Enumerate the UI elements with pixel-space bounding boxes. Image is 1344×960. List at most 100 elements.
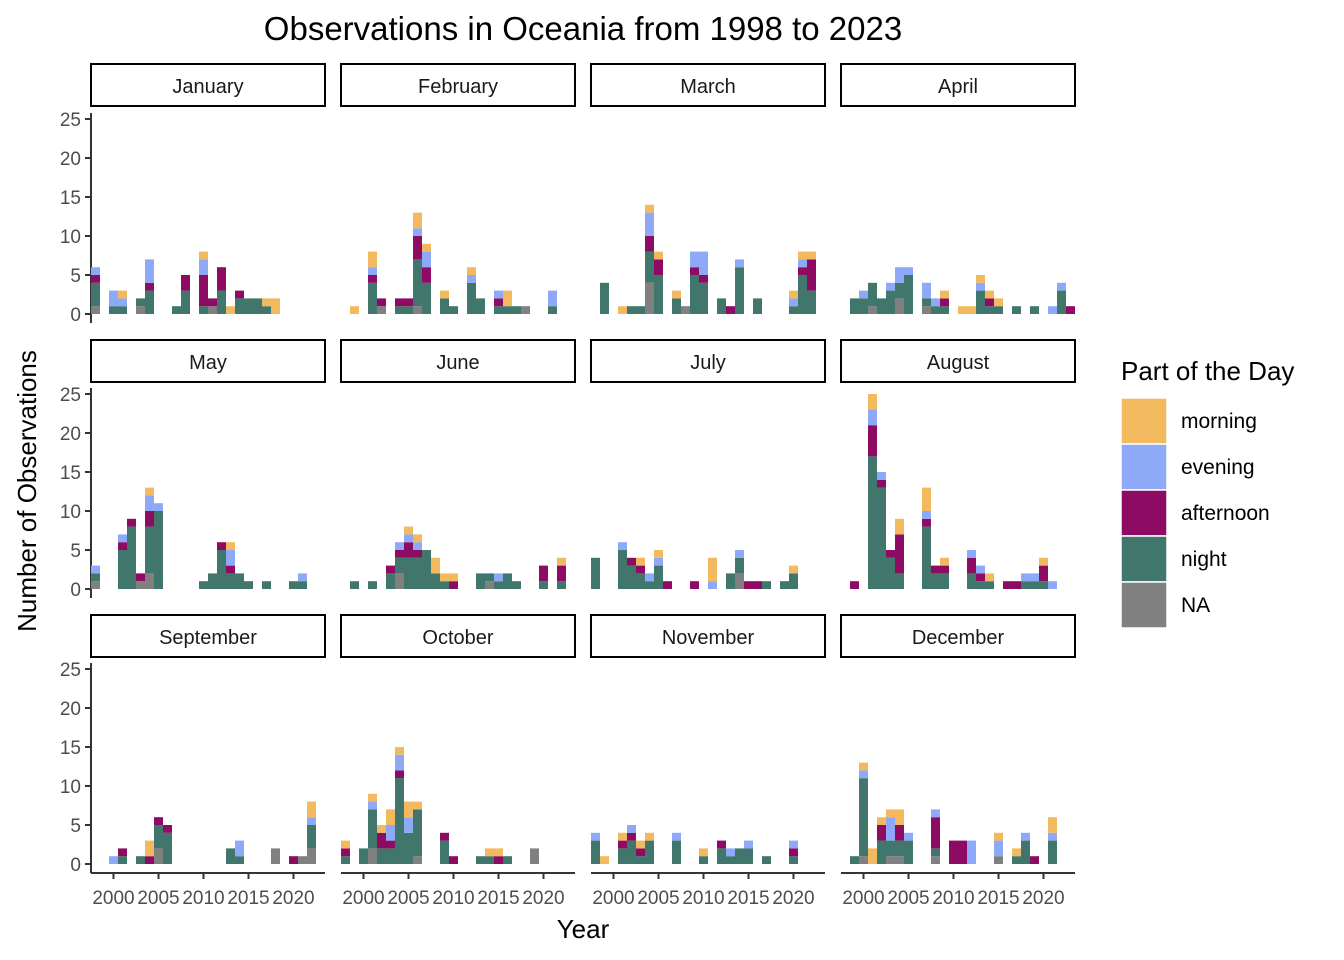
- bar-segment-afternoon: [539, 565, 548, 582]
- y-tick-label: 15: [60, 738, 81, 759]
- bar-2006: [413, 212, 422, 314]
- bar-segment-evening: [91, 565, 100, 574]
- bar-segment-night: [726, 856, 735, 864]
- bar-2021: [298, 573, 307, 589]
- bar-1998: [591, 557, 600, 589]
- bar-segment-evening: [645, 212, 654, 236]
- bar-segment-morning: [789, 290, 798, 299]
- bar-segment-evening: [672, 832, 681, 841]
- bar-2006: [413, 534, 422, 589]
- bar-segment-night: [118, 306, 127, 314]
- bar-segment-morning: [985, 573, 994, 582]
- bar-2007: [172, 306, 181, 314]
- bar-segment-night: [404, 557, 413, 589]
- bar-segment-na: [395, 573, 404, 589]
- bar-segment-na: [931, 856, 940, 864]
- bar-segment-afternoon: [404, 298, 413, 307]
- bar-2012: [967, 840, 976, 864]
- bar-segment-night: [672, 840, 681, 864]
- y-tick-label: 15: [60, 188, 81, 209]
- bar-2005: [154, 503, 163, 589]
- y-tick-label: 5: [70, 541, 81, 562]
- bar-2004: [895, 518, 904, 589]
- x-tick-label: 2020: [772, 888, 814, 909]
- bar-2012: [967, 550, 976, 589]
- bar-segment-afternoon: [557, 565, 566, 582]
- bar-segment-night: [512, 306, 521, 314]
- bar-segment-morning: [413, 534, 422, 543]
- bar-segment-night: [485, 856, 494, 864]
- bar-1999: [850, 581, 859, 589]
- bar-2009: [690, 581, 699, 589]
- bar-2017: [512, 581, 521, 589]
- bar-2003: [386, 809, 395, 864]
- bar-2017: [512, 306, 521, 314]
- bar-segment-evening: [744, 840, 753, 849]
- bar-segment-afternoon: [976, 573, 985, 582]
- bar-segment-afternoon: [377, 832, 386, 849]
- bar-segment-evening: [145, 495, 154, 511]
- bar-2004: [145, 259, 154, 314]
- bar-segment-morning: [859, 762, 868, 771]
- bar-2012: [467, 267, 476, 314]
- bar-segment-morning: [895, 809, 904, 825]
- bar-segment-night: [289, 581, 298, 589]
- bar-2013: [726, 306, 735, 314]
- bar-segment-night: [994, 306, 1003, 314]
- bar-segment-night: [494, 306, 503, 314]
- bar-2003: [886, 809, 895, 864]
- bar-segment-evening: [199, 259, 208, 275]
- bar-segment-afternoon: [395, 550, 404, 558]
- bar-2007: [922, 282, 931, 314]
- bar-2012: [217, 542, 226, 589]
- bar-segment-night: [931, 306, 940, 314]
- bar-2002: [877, 472, 886, 589]
- bar-segment-evening: [726, 848, 735, 857]
- bar-segment-na: [735, 573, 744, 589]
- bar-segment-evening: [307, 817, 316, 825]
- bar-2015: [494, 290, 503, 314]
- bar-2001: [118, 848, 127, 864]
- bar-segment-morning: [118, 290, 127, 299]
- bar-2016: [503, 573, 512, 589]
- x-tick-label: 2000: [592, 888, 634, 909]
- bar-segment-night: [298, 581, 307, 589]
- bar-2018: [1021, 832, 1030, 864]
- bar-segment-night: [1030, 306, 1039, 314]
- bar-segment-night: [422, 282, 431, 314]
- bar-segment-afternoon: [726, 306, 735, 314]
- bar-segment-na: [136, 306, 145, 314]
- panel-november: November 2000 2005 2010 2015 2020: [590, 614, 826, 909]
- bar-segment-afternoon: [627, 557, 636, 566]
- bar-2001: [868, 282, 877, 314]
- bar-2010: [699, 251, 708, 314]
- bar-2001: [618, 542, 627, 589]
- facet-label: January: [172, 76, 243, 98]
- bar-segment-evening: [789, 840, 798, 849]
- bar-segment-night: [404, 306, 413, 314]
- bar-segment-morning: [386, 809, 395, 825]
- bar-segment-evening: [494, 290, 503, 299]
- bar-2001: [118, 534, 127, 589]
- bar-segment-night: [172, 306, 181, 314]
- panel-september: September 0 5 10 15 20 25 2000 2005 2010 2015 2020: [60, 614, 326, 909]
- bar-2009: [440, 832, 449, 864]
- bar-segment-night: [627, 565, 636, 589]
- bar-segment-afternoon: [798, 267, 807, 275]
- bar-segment-afternoon: [154, 817, 163, 825]
- y-axis-title: Number of Observations: [12, 350, 42, 632]
- bar-segment-afternoon: [395, 298, 404, 307]
- bar-2013: [226, 542, 235, 589]
- bar-segment-night: [735, 267, 744, 314]
- bar-1998: [91, 565, 100, 589]
- bar-segment-morning: [307, 801, 316, 818]
- bar-segment-night: [395, 557, 404, 574]
- bar-segment-afternoon: [645, 236, 654, 252]
- bar-segment-night: [762, 581, 771, 589]
- bar-2010: [449, 306, 458, 314]
- bar-segment-night: [636, 306, 645, 314]
- bar-segment-evening: [994, 840, 1003, 857]
- bar-segment-evening: [708, 581, 717, 589]
- bar-segment-na: [136, 581, 145, 589]
- y-tick-label: 15: [60, 463, 81, 484]
